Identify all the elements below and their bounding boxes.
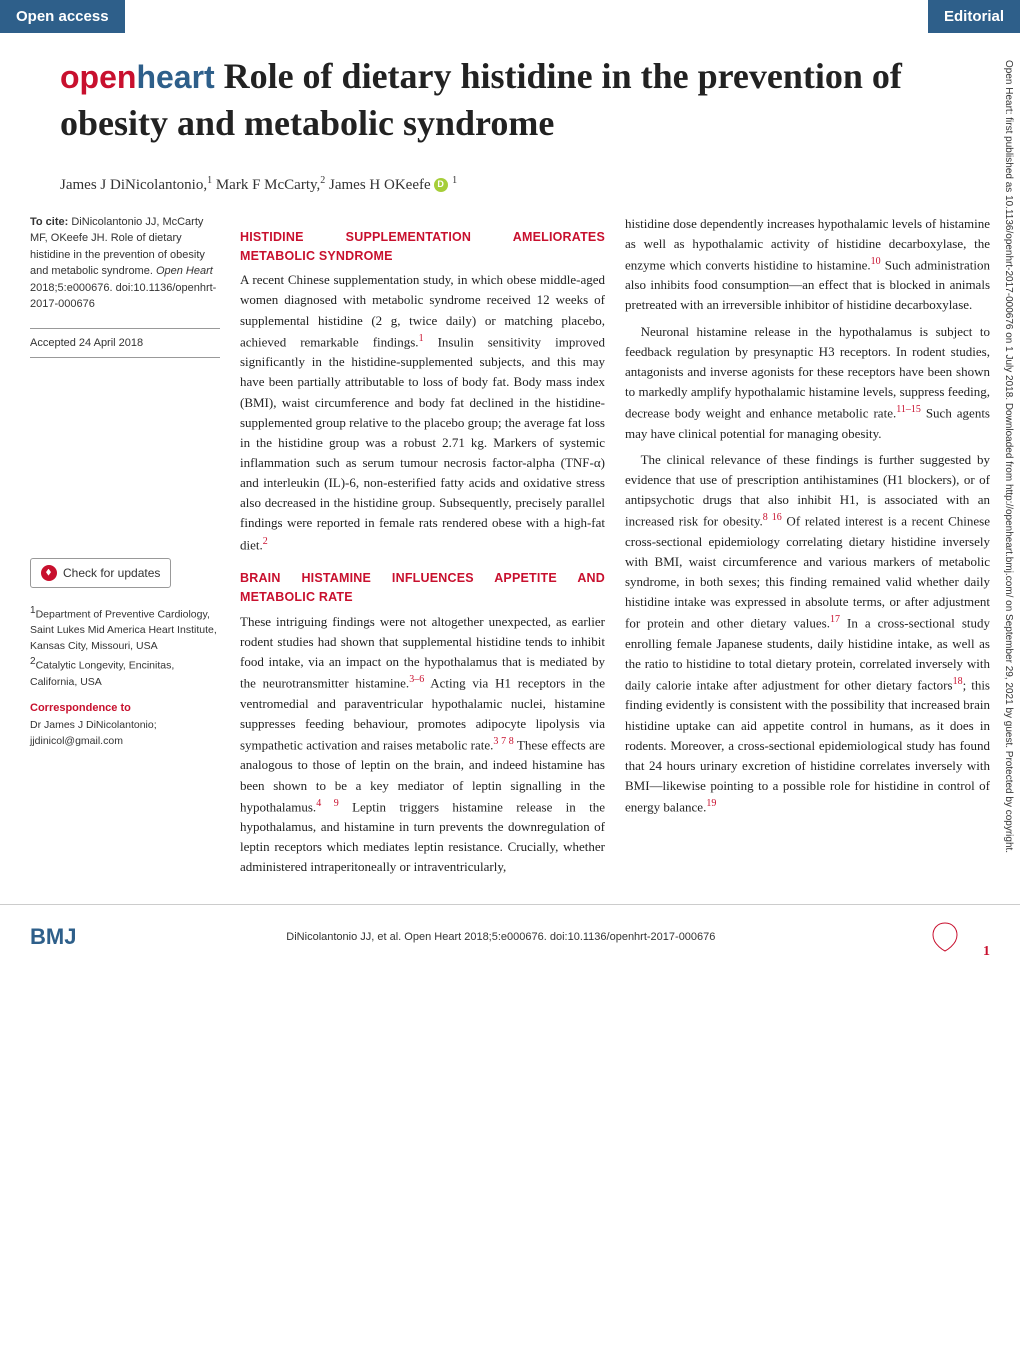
ref-link[interactable]: 8 16 xyxy=(763,512,782,523)
side-download-text: Open Heart: first published as 10.1136/o… xyxy=(1003,60,1014,1260)
correspondence-heading: Correspondence to xyxy=(30,702,220,714)
author-line: James J DiNicolantonio,1 Mark F McCarty,… xyxy=(0,175,1020,194)
journal-brand: openheart xyxy=(60,59,224,95)
check-updates-button[interactable]: Check for updates xyxy=(30,558,171,588)
citation-block: To cite: DiNicolantonio JJ, McCarty MF, … xyxy=(30,214,220,313)
aff2: Catalytic Longevity, Encinitas, Californ… xyxy=(30,660,174,688)
author-1: James J DiNicolantonio, xyxy=(60,177,207,193)
editorial-badge: Editorial xyxy=(928,0,1020,33)
ref-link[interactable]: 10 xyxy=(871,256,881,267)
correspondence-text: Dr James J DiNicolantonio; jjdinicol@gma… xyxy=(30,718,220,750)
s2-p1: These intriguing findings were not altog… xyxy=(240,612,605,878)
footer-citation: DiNicolantonio JJ, et al. Open Heart 201… xyxy=(286,931,715,943)
ref-link[interactable]: 19 xyxy=(706,798,716,809)
orcid-icon[interactable] xyxy=(434,178,448,192)
s2-p4: The clinical relevance of these findings… xyxy=(625,450,990,818)
header-bar: Open access Editorial xyxy=(0,0,1020,33)
author-2-sup: 2 xyxy=(320,175,325,186)
crossmark-icon xyxy=(41,565,57,581)
column-1: HISTIDINE SUPPLEMENTATION AMELIORATES ME… xyxy=(240,214,605,884)
footer: BMJ DiNicolantonio JJ, et al. Open Heart… xyxy=(0,904,1020,970)
author-1-sup: 1 xyxy=(207,175,212,186)
ref-link[interactable]: 17 xyxy=(830,614,840,625)
bmj-logo: BMJ xyxy=(30,924,76,950)
s2-p2: histidine dose dependently increases hyp… xyxy=(625,214,990,316)
section-1-heading: HISTIDINE SUPPLEMENTATION AMELIORATES ME… xyxy=(240,228,605,267)
ref-link[interactable]: 11–15 xyxy=(896,404,921,415)
check-updates-label: Check for updates xyxy=(63,566,160,580)
ref-link[interactable]: 4 9 xyxy=(316,798,339,809)
section-2-heading: BRAIN HISTAMINE INFLUENCES APPETITE AND … xyxy=(240,569,605,608)
author-2: Mark F McCarty, xyxy=(216,177,320,193)
brand-heart: heart xyxy=(136,59,214,95)
author-3: James H OKeefe xyxy=(329,177,431,193)
sidebar: To cite: DiNicolantonio JJ, McCarty MF, … xyxy=(30,214,220,884)
society-logo-icon xyxy=(925,915,965,955)
footer-center: DiNicolantonio JJ, et al. Open Heart 201… xyxy=(286,931,715,943)
accepted-date: Accepted 24 April 2018 xyxy=(30,328,220,358)
s1-p1: A recent Chinese supplementation study, … xyxy=(240,270,605,555)
content-area: To cite: DiNicolantonio JJ, McCarty MF, … xyxy=(0,214,1020,904)
ref-link[interactable]: 3 7 8 xyxy=(493,736,513,747)
title-area: openheart Role of dietary histidine in t… xyxy=(0,33,1020,157)
ref-link[interactable]: 3–6 xyxy=(409,674,424,685)
brand-open: open xyxy=(60,59,136,95)
ref-link[interactable]: 2 xyxy=(263,536,268,547)
open-access-badge: Open access xyxy=(0,0,125,33)
page-number: 1 xyxy=(983,944,990,960)
aff1: Department of Preventive Cardiology, Sai… xyxy=(30,608,217,652)
column-2: histidine dose dependently increases hyp… xyxy=(625,214,990,884)
cite-journal: Open Heart xyxy=(156,265,213,277)
ref-link[interactable]: 18 xyxy=(953,676,963,687)
cite-label: To cite: xyxy=(30,216,68,228)
footer-right: 1 xyxy=(925,915,990,960)
cite-rest: 2018;5:e000676. doi:10.1136/openhrt-2017… xyxy=(30,282,216,311)
text-columns: HISTIDINE SUPPLEMENTATION AMELIORATES ME… xyxy=(240,214,990,884)
author-3-sup: 1 xyxy=(452,175,457,186)
s2-p3: Neuronal histamine release in the hypoth… xyxy=(625,322,990,444)
affiliations: 1Department of Preventive Cardiology, Sa… xyxy=(30,603,220,691)
